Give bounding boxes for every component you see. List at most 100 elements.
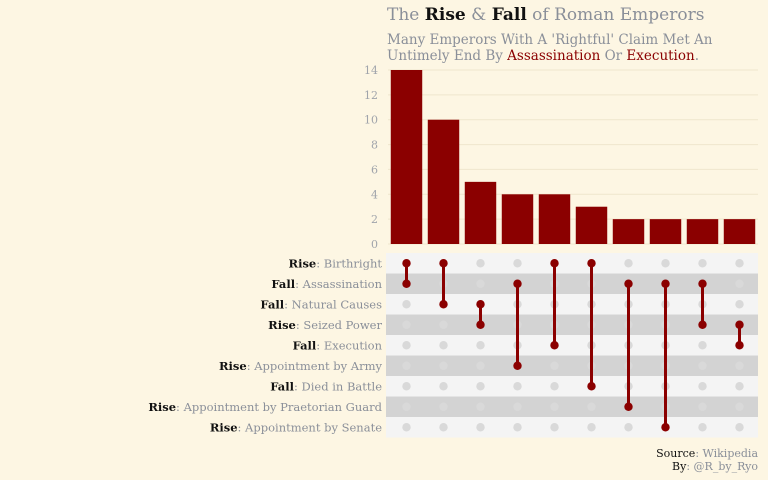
bar <box>464 181 497 244</box>
matrix-dot-empty <box>513 259 522 268</box>
matrix-dot-filled <box>587 382 596 391</box>
matrix-dot-empty <box>476 279 485 288</box>
y-tick-label: 10 <box>364 114 378 127</box>
bar <box>575 206 608 244</box>
y-tick-label: 6 <box>371 163 378 176</box>
matrix-dot-empty <box>402 402 411 411</box>
matrix-row-band <box>386 253 758 274</box>
set-label: Rise: Birthright <box>289 256 383 270</box>
matrix-dot-empty <box>476 382 485 391</box>
matrix-dot-filled <box>513 279 522 288</box>
matrix-dot-empty <box>439 382 448 391</box>
matrix-dot-empty <box>476 402 485 411</box>
y-tick-label: 12 <box>364 89 378 102</box>
matrix-dot-filled <box>661 423 670 432</box>
chart-caption: Source: Wikipedia By: @R_by_Ryo <box>656 447 758 473</box>
matrix-dot-empty <box>735 382 744 391</box>
matrix-dot-empty <box>476 361 485 370</box>
set-label: Fall: Natural Causes <box>260 297 382 311</box>
bar <box>538 194 571 244</box>
matrix-dot-empty <box>550 382 559 391</box>
matrix-dot-empty <box>661 259 670 268</box>
matrix-dot-filled <box>587 259 596 268</box>
bar <box>612 219 645 244</box>
matrix-dot-empty <box>624 259 633 268</box>
y-tick-label: 8 <box>371 139 378 152</box>
matrix-dot-empty <box>476 341 485 350</box>
set-label: Rise: Appointment by Senate <box>210 420 382 434</box>
matrix-dot-empty <box>476 259 485 268</box>
bar <box>427 119 460 244</box>
matrix-dot-empty <box>513 402 522 411</box>
matrix-dot-filled <box>402 279 411 288</box>
matrix-dot-filled <box>402 259 411 268</box>
bar <box>501 194 534 244</box>
matrix-dot-filled <box>439 259 448 268</box>
matrix-dot-empty <box>735 423 744 432</box>
matrix-dot-empty <box>402 300 411 309</box>
matrix-dot-empty <box>513 423 522 432</box>
set-label: Fall: Died in Battle <box>270 379 382 393</box>
matrix-dot-empty <box>587 423 596 432</box>
matrix-dot-empty <box>550 423 559 432</box>
author-line: By: @R_by_Ryo <box>672 460 758 473</box>
matrix-dot-empty <box>735 402 744 411</box>
chart-title: The Rise & Fall of Roman Emperors <box>387 5 705 25</box>
matrix-dot-empty <box>550 402 559 411</box>
matrix-dot-empty <box>513 382 522 391</box>
y-tick-label: 0 <box>371 238 378 251</box>
matrix-dot-empty <box>402 320 411 329</box>
matrix-dot-empty <box>698 423 707 432</box>
source-line: Source: Wikipedia <box>656 447 758 460</box>
y-tick-label: 4 <box>371 188 378 201</box>
matrix-dot-empty <box>698 259 707 268</box>
y-tick-label: 2 <box>371 213 378 226</box>
set-label: Fall: Execution <box>293 338 383 352</box>
set-label: Fall: Assassination <box>271 277 382 291</box>
matrix-dot-empty <box>698 361 707 370</box>
chart-subtitle: Many Emperors With A 'Rightful' Claim Me… <box>387 32 713 64</box>
set-label: Rise: Seized Power <box>268 318 382 332</box>
matrix-dot-filled <box>439 300 448 309</box>
matrix-dot-empty <box>402 341 411 350</box>
matrix-dot-filled <box>698 279 707 288</box>
matrix-dot-empty <box>402 423 411 432</box>
bar <box>686 219 719 244</box>
matrix-dot-filled <box>624 402 633 411</box>
matrix-dot-filled <box>624 279 633 288</box>
bar <box>723 219 756 244</box>
matrix-dot-empty <box>735 279 744 288</box>
matrix-dot-empty <box>735 361 744 370</box>
bar <box>390 70 423 244</box>
matrix-dot-filled <box>513 361 522 370</box>
matrix-dot-empty <box>439 423 448 432</box>
matrix-dot-filled <box>661 279 670 288</box>
set-label: Rise: Appointment by Praetorian Guard <box>148 400 382 414</box>
matrix-dot-filled <box>550 259 559 268</box>
bar <box>649 219 682 244</box>
matrix-dot-empty <box>476 423 485 432</box>
matrix-dot-empty <box>439 361 448 370</box>
matrix-dot-empty <box>624 423 633 432</box>
matrix-dot-filled <box>476 300 485 309</box>
matrix-dot-filled <box>698 320 707 329</box>
matrix-dot-empty <box>698 382 707 391</box>
matrix-dot-filled <box>476 320 485 329</box>
matrix-dot-empty <box>698 402 707 411</box>
matrix-dot-empty <box>735 259 744 268</box>
matrix-dot-empty <box>439 402 448 411</box>
matrix-dot-empty <box>698 341 707 350</box>
matrix-dot-empty <box>402 382 411 391</box>
matrix-dot-empty <box>439 320 448 329</box>
y-tick-label: 14 <box>364 64 378 77</box>
set-label: Rise: Appointment by Army <box>219 359 383 373</box>
matrix-dot-empty <box>439 341 448 350</box>
matrix-dot-filled <box>550 341 559 350</box>
matrix-dot-empty <box>402 361 411 370</box>
matrix-dot-empty <box>587 402 596 411</box>
matrix-dot-filled <box>735 341 744 350</box>
matrix-dot-empty <box>735 300 744 309</box>
matrix-dot-filled <box>735 320 744 329</box>
matrix-dot-empty <box>550 361 559 370</box>
